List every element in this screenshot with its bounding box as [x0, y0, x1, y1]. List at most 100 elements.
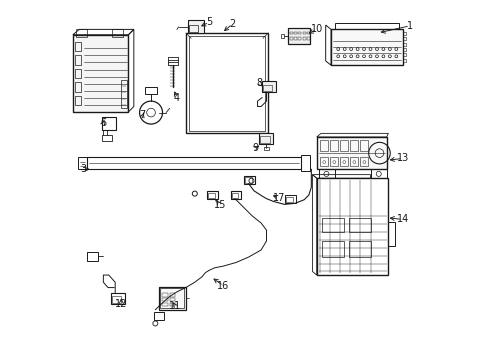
Text: 4: 4 — [174, 93, 180, 103]
Bar — [403, 32, 406, 35]
Text: 17: 17 — [273, 193, 285, 203]
Bar — [285, 195, 296, 203]
Bar — [170, 303, 175, 306]
Bar — [349, 218, 370, 232]
Bar — [350, 157, 358, 166]
Text: 15: 15 — [214, 200, 226, 210]
Bar — [330, 157, 338, 166]
Bar — [322, 218, 343, 232]
Bar — [318, 169, 335, 178]
Bar — [403, 37, 406, 40]
Bar — [101, 117, 116, 130]
Bar — [189, 36, 266, 131]
Bar — [350, 140, 358, 151]
Bar — [403, 53, 406, 56]
Bar — [232, 193, 238, 198]
Bar — [286, 197, 293, 202]
Text: 1: 1 — [407, 21, 413, 31]
Bar — [189, 25, 197, 32]
Bar — [259, 133, 273, 144]
Bar — [303, 37, 306, 40]
Text: 12: 12 — [115, 299, 127, 309]
Bar — [320, 140, 328, 151]
Bar — [322, 241, 343, 257]
Bar — [231, 191, 242, 199]
Bar — [341, 157, 348, 166]
Bar — [188, 21, 204, 33]
Bar — [112, 296, 121, 303]
Text: 7: 7 — [140, 111, 146, 121]
Bar — [245, 176, 255, 184]
Bar — [281, 34, 284, 38]
Bar — [317, 178, 389, 275]
Bar — [307, 37, 310, 40]
Bar — [160, 288, 184, 309]
Bar — [303, 32, 306, 35]
Bar — [162, 293, 168, 297]
Bar — [74, 82, 81, 92]
Bar — [162, 298, 168, 301]
Bar — [87, 252, 98, 261]
Bar — [403, 59, 406, 62]
Bar — [74, 96, 81, 105]
Text: 11: 11 — [169, 301, 181, 311]
Text: 10: 10 — [311, 24, 323, 35]
Text: 3: 3 — [80, 164, 86, 174]
Bar — [78, 157, 87, 169]
Text: 13: 13 — [397, 153, 409, 163]
Bar — [403, 42, 406, 45]
Bar — [307, 32, 310, 35]
Bar — [153, 312, 164, 320]
Bar — [264, 147, 269, 150]
Bar — [74, 55, 81, 64]
Bar — [87, 157, 300, 169]
Bar — [294, 37, 297, 40]
Bar — [403, 48, 406, 51]
Bar — [73, 35, 128, 112]
Bar — [288, 28, 310, 44]
Bar — [76, 30, 87, 37]
Bar — [207, 191, 218, 199]
Bar — [320, 157, 328, 166]
Bar — [331, 30, 403, 65]
Bar — [317, 137, 387, 169]
Bar — [146, 87, 157, 94]
Bar — [361, 140, 368, 151]
Bar — [245, 177, 252, 183]
Bar — [122, 80, 126, 108]
Bar — [260, 136, 270, 143]
Text: 2: 2 — [229, 19, 236, 29]
Bar — [159, 287, 186, 310]
Bar — [290, 32, 293, 35]
Bar — [294, 32, 297, 35]
Bar — [335, 23, 399, 30]
Text: 9: 9 — [253, 143, 259, 153]
Bar — [162, 303, 168, 306]
Bar — [298, 32, 301, 35]
Bar — [262, 81, 276, 92]
Bar — [298, 37, 301, 40]
Bar — [112, 30, 123, 37]
Bar — [111, 293, 124, 304]
Bar — [208, 193, 215, 198]
Bar — [349, 241, 370, 257]
Bar — [263, 85, 272, 91]
Bar — [370, 169, 387, 178]
Bar — [101, 135, 112, 140]
Bar — [170, 293, 175, 297]
Text: 8: 8 — [256, 78, 263, 88]
Bar — [330, 140, 338, 151]
Bar — [74, 69, 81, 78]
Text: 6: 6 — [100, 118, 106, 128]
Bar — [361, 157, 368, 166]
Bar — [300, 155, 310, 171]
Bar — [290, 37, 293, 40]
Bar — [341, 140, 348, 151]
Bar — [186, 33, 269, 134]
Bar — [170, 298, 175, 301]
Text: 14: 14 — [397, 215, 409, 224]
Text: 16: 16 — [218, 281, 230, 291]
Bar — [389, 222, 395, 246]
Bar — [74, 41, 81, 51]
Text: 5: 5 — [206, 17, 212, 27]
